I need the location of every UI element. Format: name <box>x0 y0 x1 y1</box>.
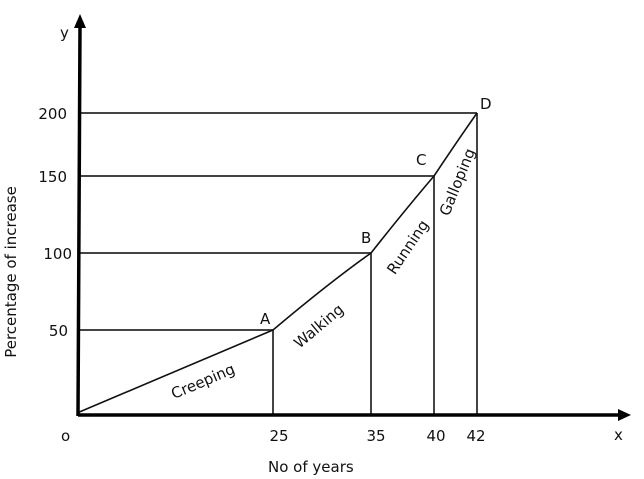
x-axis-arrow-icon <box>618 409 631 421</box>
segment-galloping <box>433 112 478 177</box>
phase-label-creeping: Creeping <box>168 360 237 403</box>
y-tick-100: 100 <box>43 245 72 263</box>
phase-label-galloping: Galloping <box>436 146 479 219</box>
point-label-b: B <box>361 229 371 247</box>
reference-lines <box>78 112 478 414</box>
phase-label-running: Running <box>383 217 432 278</box>
x-tick-25: 25 <box>269 427 288 445</box>
y-tick-50: 50 <box>49 322 68 340</box>
y-axis <box>76 25 82 417</box>
x-axis-title: No of years <box>268 458 354 476</box>
y-axis-letter: y <box>60 24 69 42</box>
x-axis-letter: x <box>614 426 623 444</box>
point-label-a: A <box>260 310 271 328</box>
segment-walking <box>272 252 372 331</box>
x-tick-35: 35 <box>366 427 385 445</box>
x-tick-42: 42 <box>466 427 485 445</box>
growth-curve <box>76 112 478 414</box>
axes <box>74 14 631 421</box>
point-label-d: D <box>480 95 492 113</box>
y-tick-200: 200 <box>38 105 67 123</box>
segment-running <box>370 175 435 254</box>
y-tick-150: 150 <box>38 168 67 186</box>
y-axis-title: Percentage of increase <box>2 186 20 358</box>
y-axis-arrow-icon <box>74 14 86 28</box>
origin-label: o <box>61 427 70 445</box>
x-tick-40: 40 <box>426 427 445 445</box>
point-label-c: C <box>416 151 426 169</box>
segment-creeping <box>76 329 274 414</box>
